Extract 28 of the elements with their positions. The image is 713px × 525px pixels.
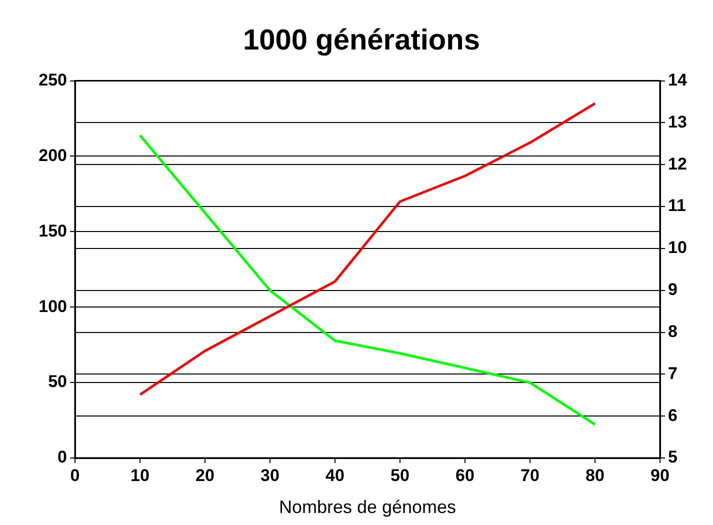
x-tick-label: 20 [196,466,214,485]
x-axis-title: Nombres de génomes [278,497,456,518]
y2-tick-label: 9 [668,280,678,300]
y2-tick-label: 12 [668,154,687,174]
x-tick-label: 50 [390,466,410,485]
y-tick-label: 0 [58,448,67,467]
y-tick-label: 250 [38,70,67,90]
x-tick-label: 60 [456,466,474,485]
y2-tick-label: 8 [668,322,678,341]
y2-tick-label: 14 [668,70,688,90]
y2-tick-label: 13 [668,112,687,132]
chart-title: 1000 générations [243,24,480,56]
x-tick-label: 40 [326,466,344,485]
y2-tick-label: 7 [668,364,678,383]
y2-tick-label: 11 [668,196,686,216]
x-tick-label: 90 [650,466,670,485]
y2-tick-label: 6 [668,406,678,425]
y-tick-label: 200 [38,146,67,165]
y-tick-label: 50 [48,372,67,392]
x-tick-label: 80 [586,466,604,485]
y2-tick-label: 5 [668,448,678,467]
x-tick-label: 0 [70,466,80,485]
x-tick-label: 30 [260,466,280,485]
y-tick-label: 100 [38,296,67,316]
y2-tick-label: 10 [668,238,687,258]
x-tick-label: 70 [520,466,540,485]
x-tick-label: 10 [130,466,150,485]
y-tick-label: 150 [38,221,67,240]
